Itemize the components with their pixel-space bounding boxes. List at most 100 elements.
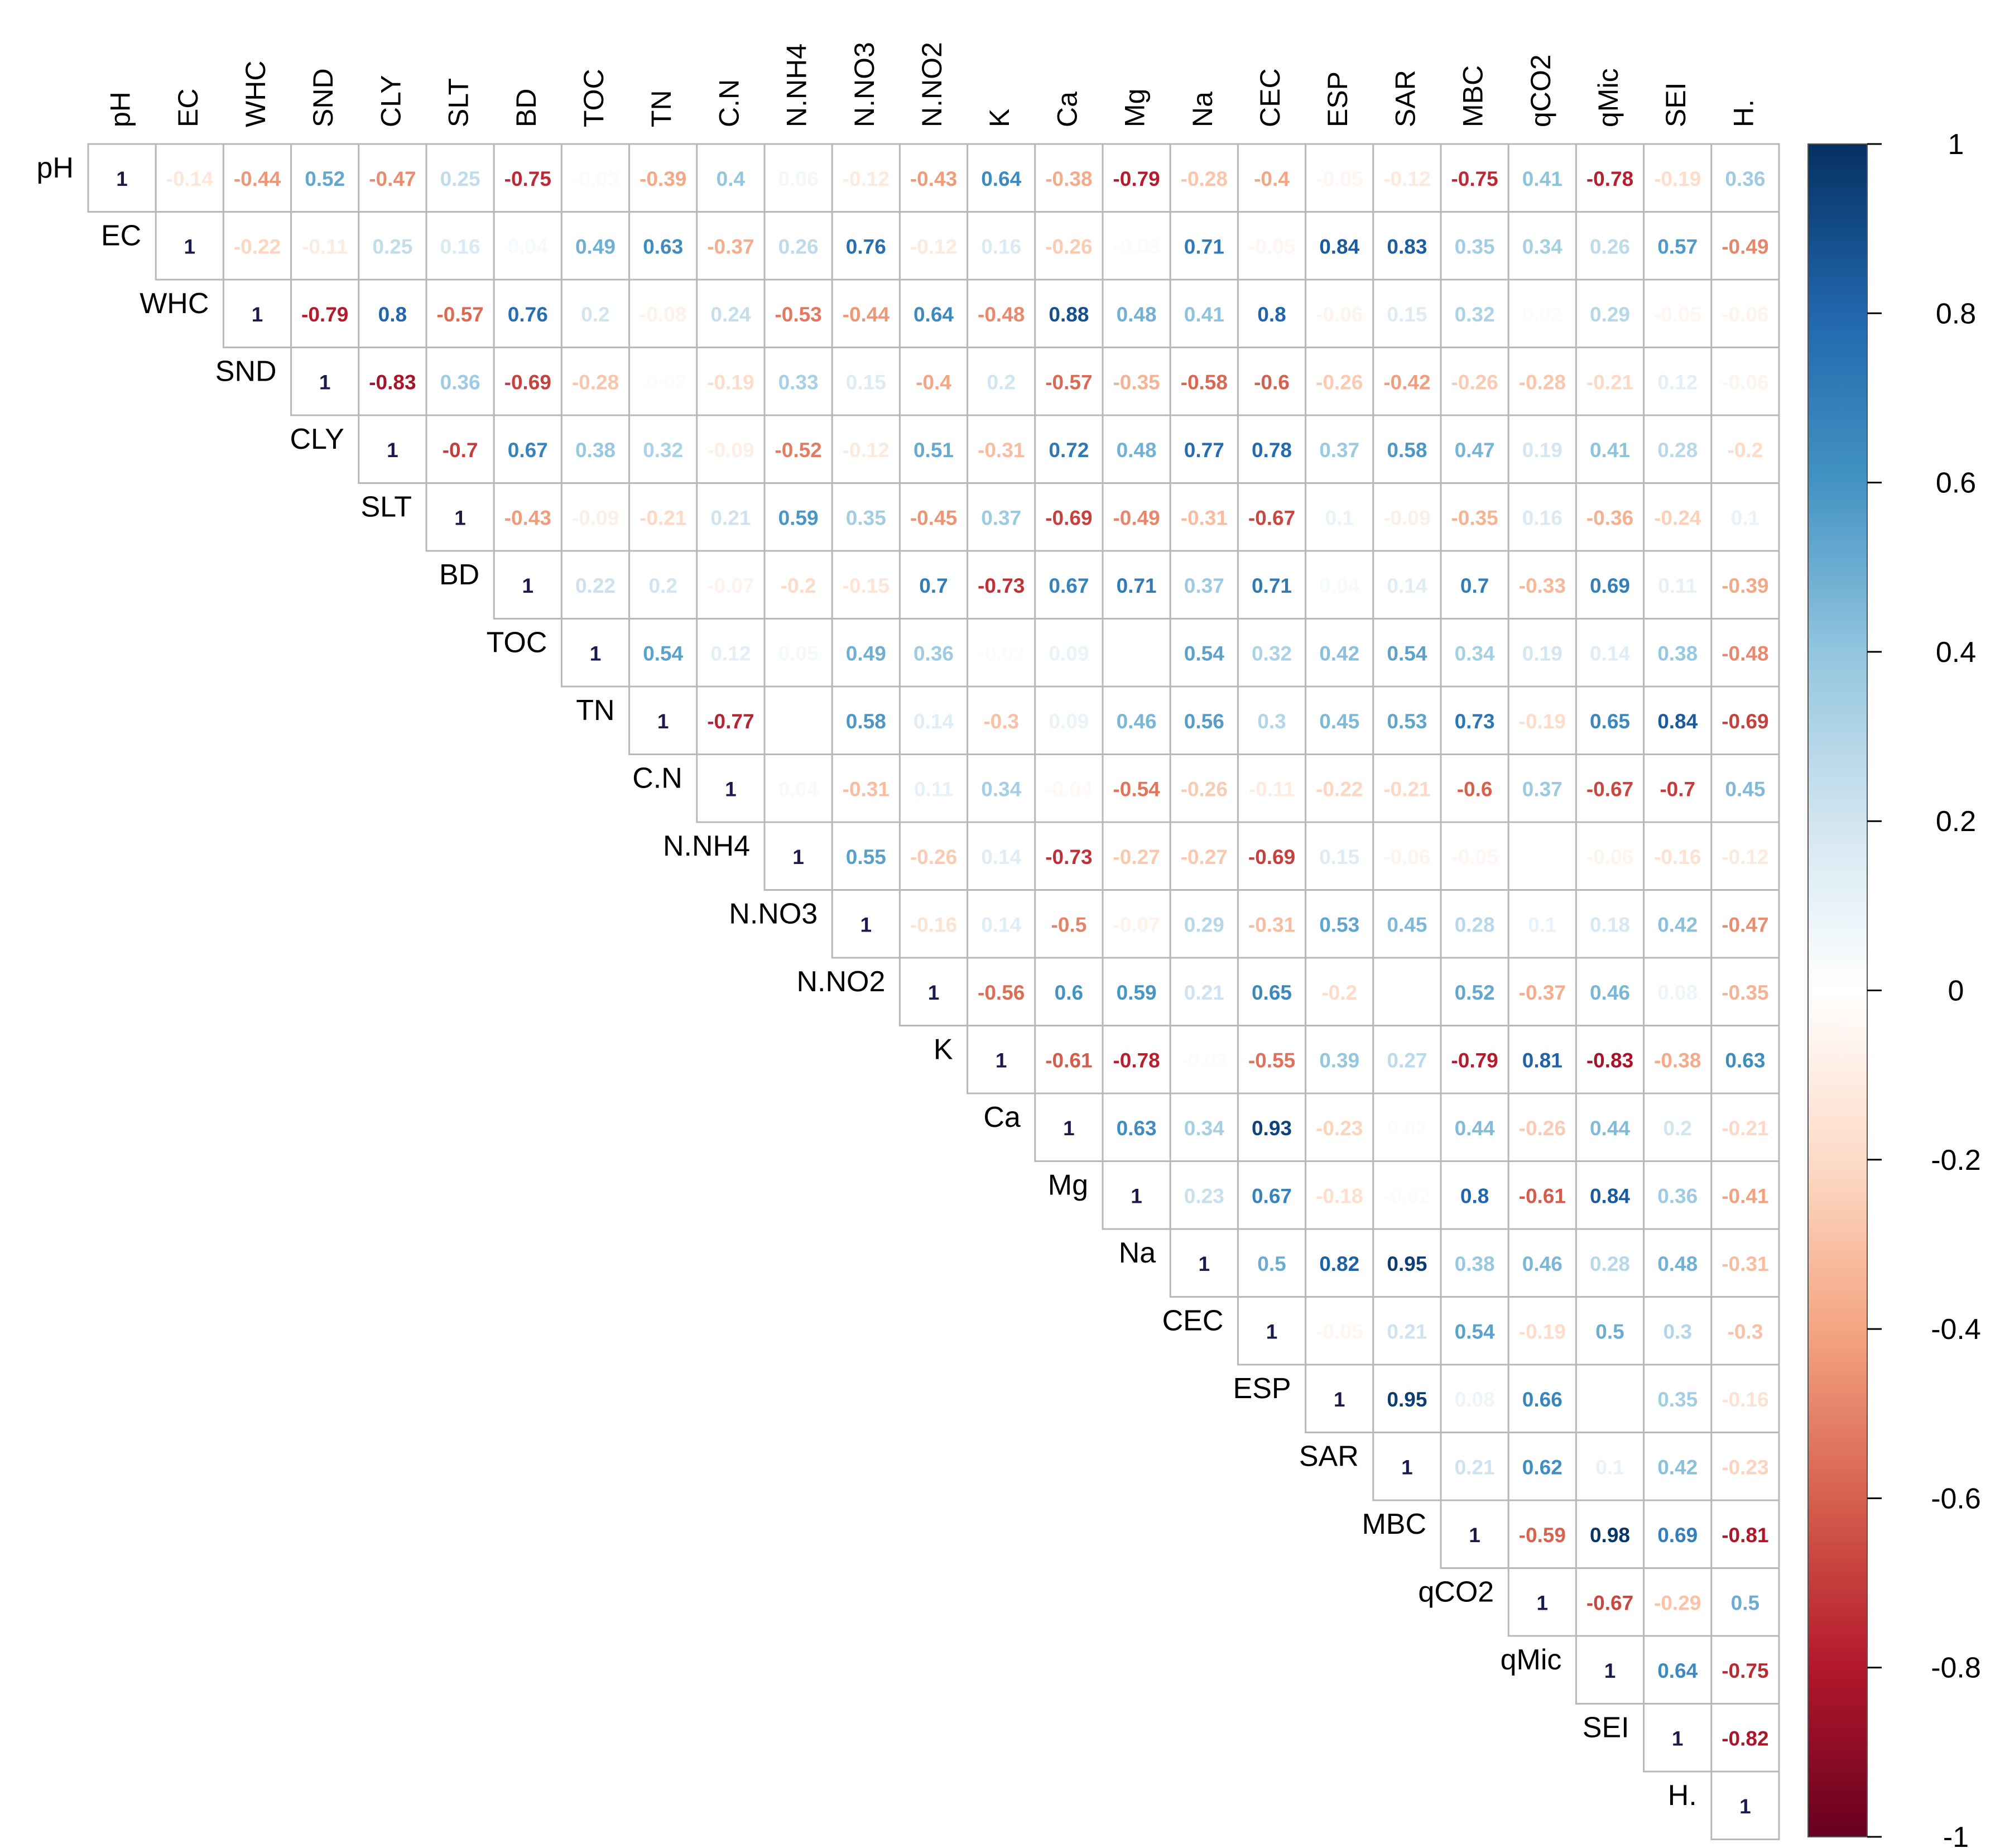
matrix-cell: [1372, 1432, 1442, 1501]
cell-value: 0.65: [1590, 710, 1630, 733]
matrix-cell: [1372, 143, 1442, 213]
matrix-cell: [1575, 685, 1645, 755]
matrix-cell: [831, 211, 901, 281]
cell-value: -0.59: [1519, 1524, 1566, 1547]
cell-value: -0.47: [1722, 913, 1768, 936]
cell-value: 0.1: [1731, 506, 1759, 529]
matrix-cell: [1507, 482, 1577, 552]
cell-value: -0.41: [1722, 1184, 1768, 1207]
matrix-cell: [1440, 1160, 1509, 1230]
matrix-cell: [1643, 482, 1713, 552]
matrix-cell: [1507, 1025, 1577, 1095]
cell-value: -0.05: [1248, 235, 1295, 258]
cell-value: -0.35: [1451, 506, 1498, 529]
cell-value: 0.45: [1725, 777, 1765, 800]
column-label-qco2: qCO2: [1525, 54, 1556, 127]
cell-value: 0.63: [1117, 1117, 1157, 1140]
cell-value: -0.5: [1051, 913, 1087, 936]
cell-value: -0.48: [978, 303, 1025, 326]
cell-value: 0.34: [1522, 235, 1562, 258]
cell-value: -0.78: [1586, 167, 1633, 190]
matrix-cell: [1710, 889, 1780, 959]
cell-value: 0.11: [1658, 574, 1697, 597]
matrix-cell: [1237, 1160, 1307, 1230]
cell-value: -0.14: [166, 167, 214, 190]
matrix-cell: [1102, 821, 1171, 891]
cell-value: 1: [1537, 1591, 1549, 1614]
cell-value: 0.36: [1725, 167, 1765, 190]
cell-value: 1: [184, 235, 196, 258]
cell-value: 0.15: [1319, 846, 1359, 868]
row-label-na: Na: [1119, 1237, 1156, 1269]
cell-value: -0.31: [1722, 1252, 1768, 1275]
cell-value: 0.34: [1184, 1117, 1224, 1140]
cell-value: 1: [1672, 1727, 1684, 1750]
color-legend: 1 0.8 0.6 0.4 0.2 0 -0.2 -0.4 -0.6 -0.8 -1: [1807, 128, 1981, 1848]
cell-value: -0.28: [1181, 167, 1228, 190]
column-label-bd: BD: [511, 89, 542, 127]
cell-value: -0.43: [910, 167, 957, 190]
matrix-cell: [1102, 279, 1171, 348]
cell-value: 0.1: [1595, 1456, 1624, 1479]
column-label-sar: SAR: [1390, 70, 1421, 127]
cell-value: -0.02: [640, 371, 686, 393]
cell-value: 0.14: [1387, 574, 1427, 597]
cell-value: -0.6: [1254, 371, 1290, 393]
matrix-cell: [1372, 482, 1442, 552]
matrix-cell: [1710, 1025, 1780, 1095]
cell-value: 0.54: [1455, 1320, 1495, 1343]
cell-value: 0.53: [1319, 913, 1359, 936]
cell-value: 0.6: [1055, 981, 1083, 1004]
cell-value: 0.45: [1387, 913, 1427, 936]
cell-value: 0.25: [372, 235, 412, 258]
matrix-cell: [1305, 1364, 1374, 1433]
cell-value: 1: [522, 574, 534, 597]
row-label-ec: EC: [101, 220, 141, 252]
matrix-cell: [967, 482, 1036, 552]
cell-value: -0.26: [1451, 371, 1498, 393]
matrix-cell: [1102, 1092, 1171, 1162]
matrix-cell: [831, 753, 901, 823]
cell-value: 0.76: [508, 303, 548, 326]
cell-value: -0.19: [1519, 1320, 1566, 1343]
matrix-cell: [1305, 279, 1374, 348]
cell-value: -0.44: [234, 167, 281, 190]
cell-value: 0.8: [1460, 1184, 1489, 1207]
cell-value: 0.25: [440, 167, 480, 190]
cell-value: 0.39: [1319, 1049, 1359, 1072]
matrix-cell: [1034, 889, 1104, 959]
cell-value: -0.55: [1248, 1049, 1295, 1072]
cell-value: -0.21: [640, 506, 686, 529]
cell-value: 0.82: [1319, 1252, 1359, 1275]
cell-value: 0.23: [1184, 1184, 1224, 1207]
matrix-cell: [493, 550, 562, 620]
matrix-cell: [1169, 482, 1239, 552]
cell-value: -0.05: [1654, 303, 1701, 326]
matrix-cell: [1102, 957, 1171, 1026]
matrix-cell: [1440, 1296, 1509, 1366]
cell-value: 0.66: [1522, 1388, 1562, 1411]
cell-value: -0.28: [1519, 371, 1566, 393]
matrix-cell: [1710, 1703, 1780, 1773]
cell-value: 1: [1131, 1184, 1142, 1207]
matrix-cell: [1643, 1635, 1713, 1705]
matrix-cell: [1237, 889, 1307, 959]
cell-value: -0.83: [369, 371, 416, 393]
matrix-cell: [898, 957, 969, 1026]
matrix-cell: [1507, 889, 1577, 959]
matrix-cell: [1305, 482, 1374, 552]
cell-value: 0.63: [1725, 1049, 1765, 1072]
matrix-cell: [628, 143, 698, 213]
colorbar-tick-label: -0.4: [1931, 1313, 1981, 1346]
cell-value: -0.06: [1586, 846, 1633, 868]
matrix-cell: [1305, 821, 1374, 891]
cell-value: -0.2: [1728, 439, 1763, 462]
colorbar-tick-label: 0: [1948, 975, 1964, 1007]
colorbar-gradient: [1807, 143, 1868, 1837]
column-label-slt: SLT: [443, 78, 474, 127]
cell-value: 0.29: [1184, 913, 1224, 936]
matrix-cell: [1440, 482, 1509, 552]
cell-value: -0.21: [1722, 1117, 1768, 1140]
matrix-cell: [358, 279, 427, 348]
matrix-cell: [628, 482, 698, 552]
